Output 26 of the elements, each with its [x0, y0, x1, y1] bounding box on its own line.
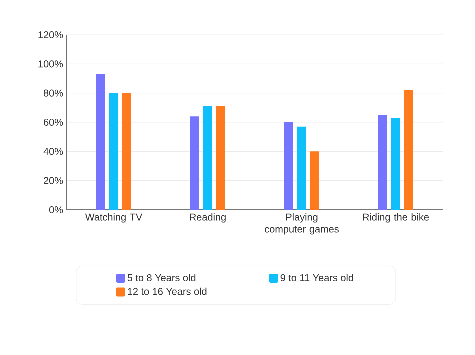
bar	[378, 115, 388, 210]
bar	[110, 93, 118, 210]
bar	[216, 106, 226, 210]
y-tick-label: 80%	[44, 90, 64, 97]
y-tick-label: 100%	[38, 60, 64, 68]
bar	[204, 106, 212, 210]
y-tick-label: 0%	[49, 206, 64, 214]
legend-label: 5 to 8 Years old	[128, 274, 196, 282]
y-tick-label: 60%	[44, 118, 64, 126]
bar	[190, 116, 200, 210]
bar	[310, 152, 320, 210]
bar	[96, 74, 106, 210]
bar	[392, 118, 400, 210]
bar	[298, 126, 306, 210]
legend-label: 12 to 16 Years old	[128, 288, 207, 296]
x-tick-label: Riding the bike	[363, 214, 430, 223]
y-tick-label: 20%	[44, 177, 64, 184]
y-tick-label: 40%	[44, 148, 64, 156]
bar	[404, 90, 414, 210]
legend-label: 9 to 11 Years old	[280, 274, 354, 282]
x-tick-label: Playing computer games	[265, 214, 340, 235]
bar	[284, 122, 294, 210]
bar	[122, 93, 132, 210]
x-tick-label: Reading	[190, 214, 226, 223]
x-tick-label: Watching TV	[85, 214, 143, 223]
y-tick-label: 120%	[38, 31, 64, 39]
